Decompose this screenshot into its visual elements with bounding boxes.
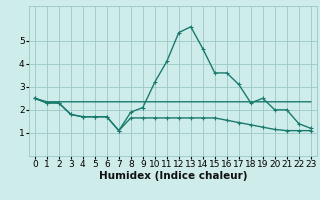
X-axis label: Humidex (Indice chaleur): Humidex (Indice chaleur) (99, 171, 247, 181)
